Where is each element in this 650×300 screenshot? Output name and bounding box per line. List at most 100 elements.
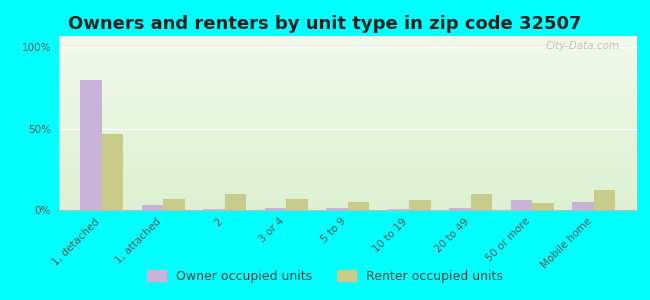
Bar bbox=[58, 139, 637, 140]
Bar bbox=[58, 179, 637, 180]
Bar bbox=[58, 111, 637, 112]
Bar bbox=[58, 191, 637, 193]
Bar bbox=[326, 208, 348, 210]
Bar bbox=[58, 125, 637, 127]
Bar bbox=[58, 147, 637, 149]
Bar bbox=[58, 189, 637, 191]
Bar bbox=[58, 184, 637, 186]
Bar bbox=[58, 134, 637, 135]
Bar bbox=[58, 203, 637, 205]
Bar bbox=[203, 209, 225, 210]
Bar bbox=[58, 43, 637, 45]
Bar bbox=[58, 109, 637, 111]
Bar bbox=[58, 156, 637, 158]
Bar bbox=[58, 107, 637, 109]
Bar bbox=[58, 160, 637, 161]
Bar bbox=[58, 144, 637, 146]
Bar bbox=[58, 201, 637, 203]
Bar bbox=[58, 97, 637, 99]
Bar bbox=[58, 173, 637, 175]
Bar bbox=[58, 208, 637, 210]
Text: Owners and renters by unit type in zip code 32507: Owners and renters by unit type in zip c… bbox=[68, 15, 582, 33]
Bar bbox=[58, 168, 637, 170]
Bar bbox=[58, 100, 637, 102]
Bar bbox=[58, 52, 637, 53]
Bar bbox=[58, 142, 637, 144]
Bar bbox=[532, 203, 554, 210]
Bar bbox=[58, 135, 637, 137]
Bar bbox=[58, 154, 637, 156]
Bar bbox=[58, 175, 637, 177]
Bar bbox=[58, 193, 637, 194]
Bar bbox=[58, 206, 637, 208]
Bar bbox=[58, 186, 637, 188]
Bar bbox=[58, 127, 637, 128]
Bar bbox=[265, 208, 286, 210]
Bar bbox=[58, 69, 637, 71]
Bar bbox=[471, 194, 493, 210]
Bar bbox=[58, 93, 637, 95]
Bar bbox=[58, 86, 637, 88]
Bar bbox=[388, 209, 410, 210]
Bar bbox=[58, 196, 637, 198]
Bar bbox=[58, 62, 637, 64]
Bar bbox=[58, 123, 637, 125]
Bar bbox=[58, 50, 637, 52]
Bar bbox=[142, 205, 163, 210]
Bar bbox=[449, 208, 471, 210]
Bar bbox=[101, 134, 123, 210]
Bar bbox=[58, 188, 637, 189]
Bar bbox=[348, 202, 369, 210]
Bar bbox=[58, 67, 637, 69]
Bar bbox=[58, 45, 637, 46]
Bar bbox=[58, 102, 637, 104]
Bar bbox=[58, 53, 637, 55]
Bar bbox=[58, 73, 637, 74]
Bar bbox=[58, 132, 637, 134]
Bar bbox=[58, 40, 637, 41]
Bar bbox=[58, 128, 637, 130]
Bar bbox=[58, 146, 637, 147]
Bar bbox=[58, 71, 637, 73]
Bar bbox=[58, 81, 637, 83]
Bar bbox=[58, 85, 637, 86]
Bar bbox=[58, 41, 637, 43]
Bar bbox=[58, 83, 637, 85]
Bar bbox=[511, 200, 532, 210]
Bar bbox=[58, 104, 637, 106]
Bar bbox=[58, 58, 637, 60]
Bar bbox=[58, 200, 637, 201]
Bar bbox=[410, 200, 431, 210]
Bar bbox=[58, 95, 637, 97]
Bar bbox=[573, 202, 594, 210]
Bar bbox=[58, 161, 637, 163]
Bar bbox=[58, 55, 637, 57]
Bar bbox=[58, 121, 637, 123]
Bar bbox=[58, 80, 637, 81]
Bar bbox=[58, 88, 637, 90]
Bar bbox=[58, 153, 637, 154]
Bar bbox=[58, 116, 637, 118]
Bar bbox=[58, 137, 637, 139]
Bar bbox=[58, 99, 637, 100]
Bar bbox=[58, 118, 637, 119]
Bar bbox=[58, 78, 637, 80]
Bar bbox=[58, 198, 637, 200]
Bar bbox=[58, 90, 637, 92]
Bar bbox=[58, 172, 637, 173]
Bar bbox=[58, 167, 637, 168]
Legend: Owner occupied units, Renter occupied units: Owner occupied units, Renter occupied un… bbox=[142, 265, 508, 288]
Bar bbox=[58, 163, 637, 165]
Bar bbox=[58, 66, 637, 67]
Bar bbox=[58, 38, 637, 40]
Bar bbox=[286, 199, 307, 210]
Bar bbox=[58, 165, 637, 167]
Bar bbox=[80, 80, 101, 210]
Text: City-Data.com: City-Data.com bbox=[545, 41, 619, 51]
Bar bbox=[58, 194, 637, 196]
Bar bbox=[58, 205, 637, 206]
Bar bbox=[58, 151, 637, 153]
Bar bbox=[58, 64, 637, 66]
Bar bbox=[58, 140, 637, 142]
Bar bbox=[58, 182, 637, 184]
